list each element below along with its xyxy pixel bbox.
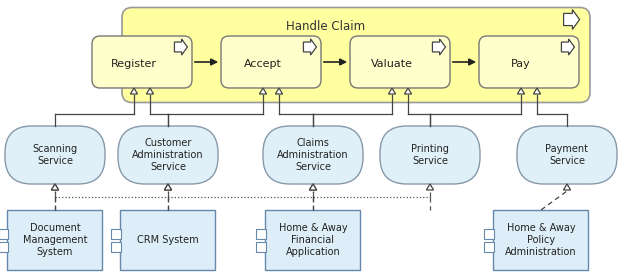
Text: Scanning
Service: Scanning Service [33, 144, 78, 166]
Polygon shape [51, 184, 58, 190]
Bar [120, 210, 216, 270]
Polygon shape [426, 184, 434, 190]
Polygon shape [260, 88, 266, 94]
Text: CRM System: CRM System [137, 235, 199, 245]
Bar [485, 242, 495, 252]
Polygon shape [534, 88, 540, 94]
Polygon shape [174, 39, 187, 55]
FancyBboxPatch shape [221, 36, 321, 88]
Bar [256, 242, 266, 252]
Polygon shape [275, 88, 283, 94]
Bar [493, 210, 589, 270]
FancyBboxPatch shape [92, 36, 192, 88]
FancyBboxPatch shape [122, 7, 590, 102]
FancyBboxPatch shape [5, 126, 105, 184]
Polygon shape [388, 88, 396, 94]
Polygon shape [164, 184, 172, 190]
FancyBboxPatch shape [479, 36, 579, 88]
Text: Claims
Administration
Service: Claims Administration Service [277, 138, 349, 172]
Polygon shape [433, 39, 445, 55]
Polygon shape [51, 184, 58, 190]
Bar [112, 242, 122, 252]
Text: Home & Away
Financial
Application: Home & Away Financial Application [278, 223, 347, 257]
Bar [8, 210, 102, 270]
FancyBboxPatch shape [118, 126, 218, 184]
Bar [256, 229, 266, 238]
Text: Handle Claim: Handle Claim [287, 19, 366, 32]
Polygon shape [404, 88, 411, 94]
Polygon shape [309, 184, 317, 190]
Text: Pay: Pay [511, 59, 531, 69]
Polygon shape [564, 184, 571, 190]
Text: Printing
Service: Printing Service [411, 144, 449, 166]
FancyBboxPatch shape [380, 126, 480, 184]
Bar [112, 229, 122, 238]
Polygon shape [561, 39, 574, 55]
Polygon shape [517, 88, 525, 94]
Polygon shape [130, 88, 137, 94]
Text: Accept: Accept [244, 59, 282, 69]
Bar [265, 210, 361, 270]
Polygon shape [146, 88, 154, 94]
Text: Document
Management
System: Document Management System [23, 223, 87, 257]
Text: Payment
Service: Payment Service [545, 144, 589, 166]
Bar [485, 229, 495, 238]
Bar [0, 242, 9, 252]
Polygon shape [564, 10, 579, 29]
FancyBboxPatch shape [350, 36, 450, 88]
Text: Home & Away
Policy
Administration: Home & Away Policy Administration [505, 223, 577, 257]
Text: Register: Register [111, 59, 157, 69]
Text: Valuate: Valuate [371, 59, 413, 69]
Polygon shape [303, 39, 317, 55]
FancyBboxPatch shape [517, 126, 617, 184]
Text: Customer
Administration
Service: Customer Administration Service [132, 138, 204, 172]
Bar [0, 229, 9, 238]
Polygon shape [164, 184, 172, 190]
FancyBboxPatch shape [263, 126, 363, 184]
Polygon shape [309, 184, 317, 190]
